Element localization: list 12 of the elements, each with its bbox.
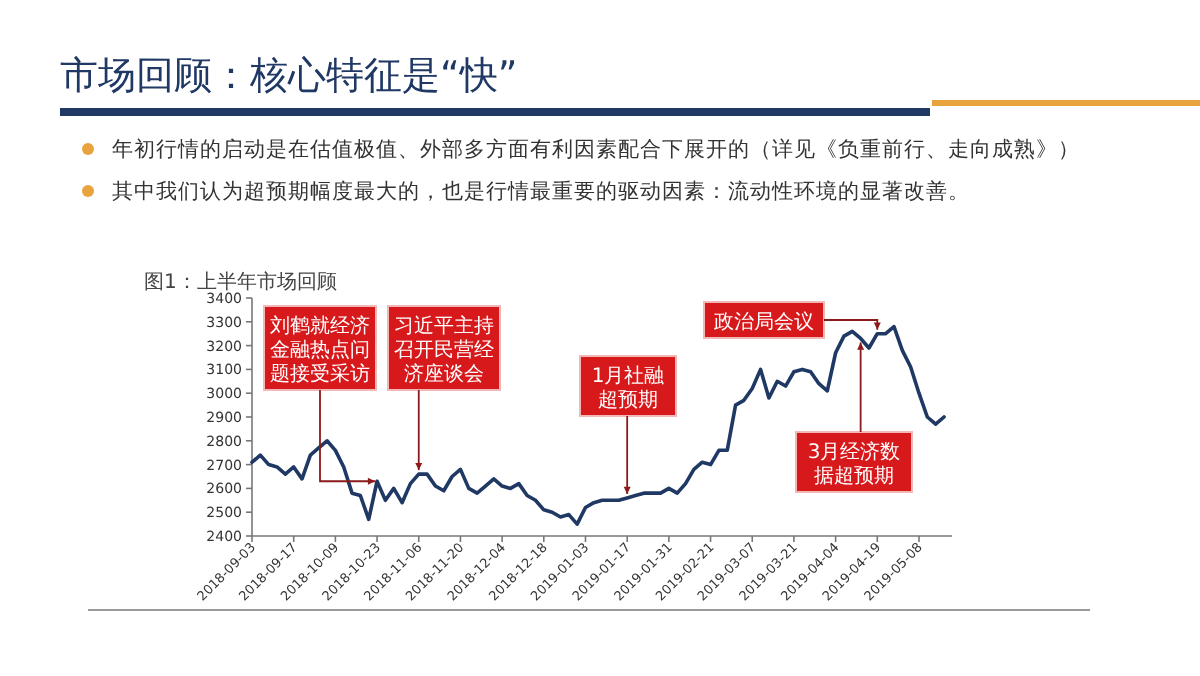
annotation: 3月经济数据超预期 [795,431,913,493]
annotation: 刘鹤就经济金融热点问题接受采访 [263,305,377,391]
chart-subtitle: 图1：上半年市场回顾 [144,270,337,294]
text: 年初行情的启动是在估值极值、外部多方面有利因素配合下展开的（详见《负重前行、走向成熟》） [112,136,1080,162]
annotation: 3月经济数据超预期 [807,440,901,488]
annotation: 习近平主持召开民营经济座谈会 [387,305,501,391]
text: 其中我们认为超预期幅度最大的，也是行情最重要的驱动因素：流动性环境的显著改善。 [112,178,970,204]
annotation: 政治局会议 [703,301,825,339]
title: 市场回顾：核心特征是“快” [60,54,518,98]
annotation: 政治局会议 [714,310,814,334]
annotation: 1月社融超预期 [579,355,677,417]
annotation: 1月社融超预期 [591,364,665,412]
